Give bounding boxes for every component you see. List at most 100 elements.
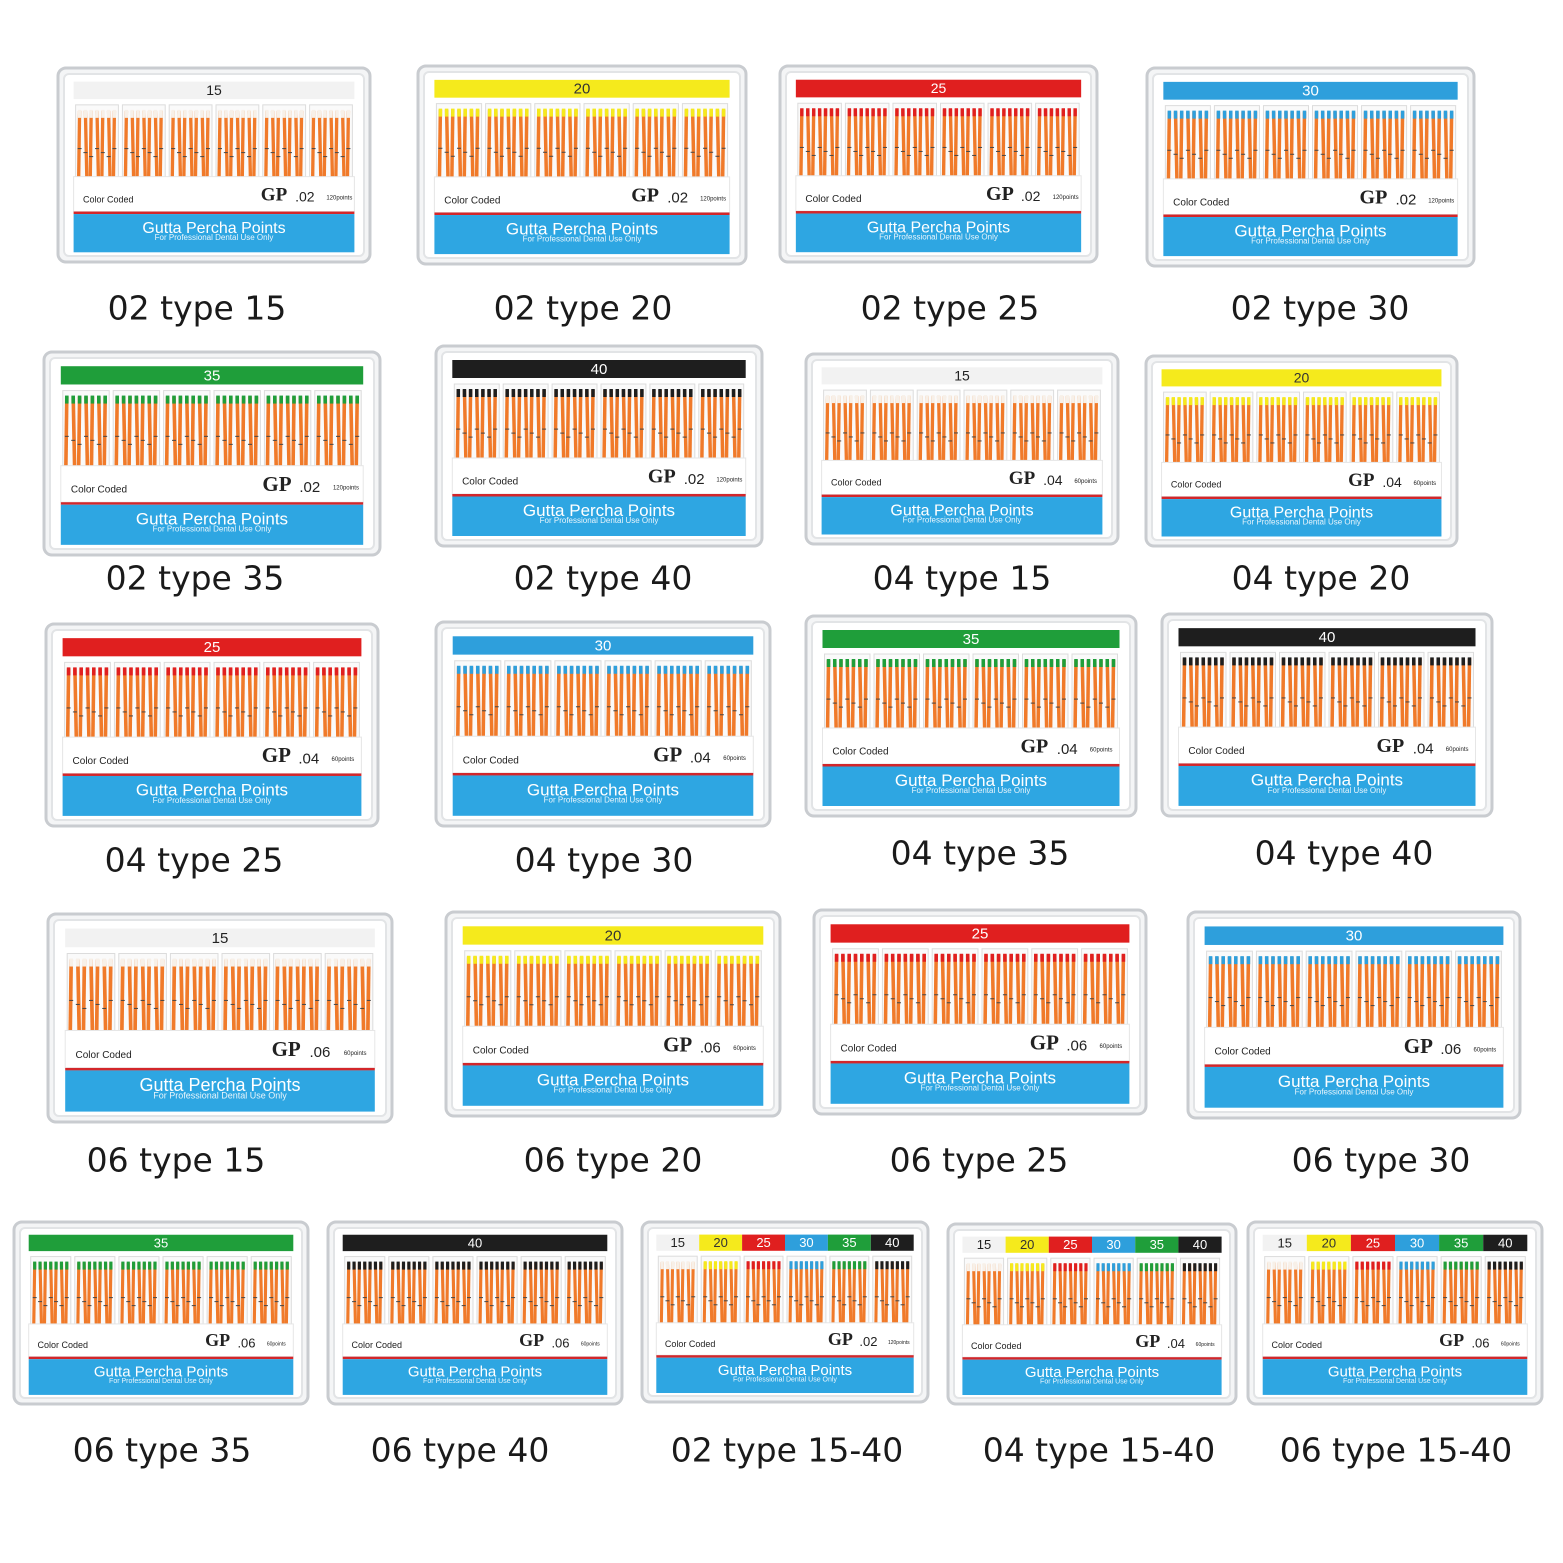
point-stick xyxy=(526,666,532,743)
point-stick xyxy=(1293,1262,1299,1330)
point-stick xyxy=(1350,111,1356,185)
point-stick xyxy=(906,109,911,182)
point-stick xyxy=(719,666,724,743)
point-stick xyxy=(1414,957,1420,1034)
point-stick xyxy=(203,396,208,472)
point-stick xyxy=(606,666,611,743)
point-stick xyxy=(1330,658,1335,734)
size-label: 40 xyxy=(1498,1235,1512,1250)
point-stick xyxy=(578,956,584,1033)
point-stick xyxy=(566,956,571,1033)
caption: 04 type 25 xyxy=(105,841,284,880)
point-stick xyxy=(1052,1264,1057,1331)
point-stick xyxy=(400,1262,406,1330)
point-stick xyxy=(811,109,816,182)
point-stick xyxy=(467,389,473,465)
point-stick xyxy=(1023,659,1029,735)
point-stick xyxy=(352,1262,358,1330)
point-stick xyxy=(609,389,615,465)
point-stick xyxy=(1264,398,1270,469)
size-band xyxy=(1395,1234,1440,1252)
point-stick xyxy=(1183,398,1189,469)
point-stick xyxy=(841,954,847,1031)
point-stick xyxy=(577,1262,582,1330)
point-stick xyxy=(437,109,443,183)
point-stick xyxy=(563,666,569,743)
label-redline xyxy=(795,211,1082,214)
product-note: For Professional Dental Use Only xyxy=(540,516,659,525)
size-band xyxy=(795,79,1082,98)
point-stick xyxy=(682,389,688,465)
size-label: 15 xyxy=(206,82,222,98)
gp-count: 60points xyxy=(1090,748,1113,754)
point-stick xyxy=(390,1262,395,1330)
product-note: For Professional Dental Use Only xyxy=(153,796,272,805)
caption: 02 type 20 xyxy=(494,289,673,328)
label-blue xyxy=(1161,499,1442,537)
point-stick xyxy=(846,109,852,182)
label-white xyxy=(342,1323,608,1358)
label-redline xyxy=(821,494,1103,498)
point-stick xyxy=(1331,1262,1336,1330)
product-name: Gutta Percha Points xyxy=(895,771,1047,790)
point-stick xyxy=(1386,1262,1391,1330)
point-stick xyxy=(1036,1264,1041,1331)
point-stick xyxy=(252,1262,257,1330)
point-stick xyxy=(948,396,954,467)
product-name: Gutta Percha Points xyxy=(142,220,285,237)
point-stick xyxy=(887,659,893,735)
size-band xyxy=(962,1236,1006,1253)
point-stick xyxy=(1360,1262,1366,1330)
size-band xyxy=(452,636,754,655)
point-stick xyxy=(130,110,136,183)
size-band xyxy=(821,367,1103,385)
point-stick xyxy=(949,659,955,735)
point-stick xyxy=(510,1262,515,1330)
label-white xyxy=(1262,1323,1528,1358)
point-stick xyxy=(883,396,888,467)
point-stick xyxy=(240,396,246,472)
point-stick xyxy=(314,959,320,1037)
point-stick xyxy=(76,396,82,472)
point-stick xyxy=(95,110,101,183)
point-stick xyxy=(1362,658,1368,734)
point-stick xyxy=(1298,1262,1303,1330)
size-label: 35 xyxy=(1454,1235,1468,1250)
point-stick xyxy=(336,396,342,472)
point-stick xyxy=(1369,111,1375,185)
point-stick xyxy=(1466,658,1472,734)
gp-brand: GP xyxy=(1360,186,1388,208)
point-stick xyxy=(707,389,713,465)
product-note: For Professional Dental Use Only xyxy=(523,234,642,243)
point-stick xyxy=(683,109,689,183)
point-stick xyxy=(356,1262,361,1330)
point-stick xyxy=(972,109,978,182)
point-stick xyxy=(1191,111,1196,185)
product-note: For Professional Dental Use Only xyxy=(1343,1378,1447,1385)
point-stick xyxy=(988,396,993,467)
label-redline xyxy=(830,1060,1130,1064)
gp-taper: .02 xyxy=(295,189,315,205)
point-stick xyxy=(1389,957,1395,1034)
point-stick xyxy=(197,668,203,744)
product-note: For Professional Dental Use Only xyxy=(733,1376,837,1383)
point-stick xyxy=(82,1262,88,1330)
point-stick xyxy=(1280,658,1286,734)
label-redline xyxy=(65,1067,375,1071)
point-stick xyxy=(140,668,146,744)
caption: 06 type 30 xyxy=(1292,1141,1471,1180)
point-stick xyxy=(1062,1264,1067,1331)
point-stick xyxy=(71,396,77,472)
size-band xyxy=(1178,628,1476,647)
point-stick xyxy=(688,389,693,465)
point-stick xyxy=(1508,1262,1513,1330)
point-stick xyxy=(164,396,170,472)
color-coded: Color Coded xyxy=(805,194,861,205)
point-stick xyxy=(806,109,811,182)
point-stick xyxy=(921,954,926,1031)
label-white xyxy=(1162,178,1459,216)
point-stick xyxy=(1318,658,1323,734)
point-stick xyxy=(543,109,549,183)
label-blue xyxy=(73,214,355,253)
point-stick xyxy=(862,1262,867,1329)
